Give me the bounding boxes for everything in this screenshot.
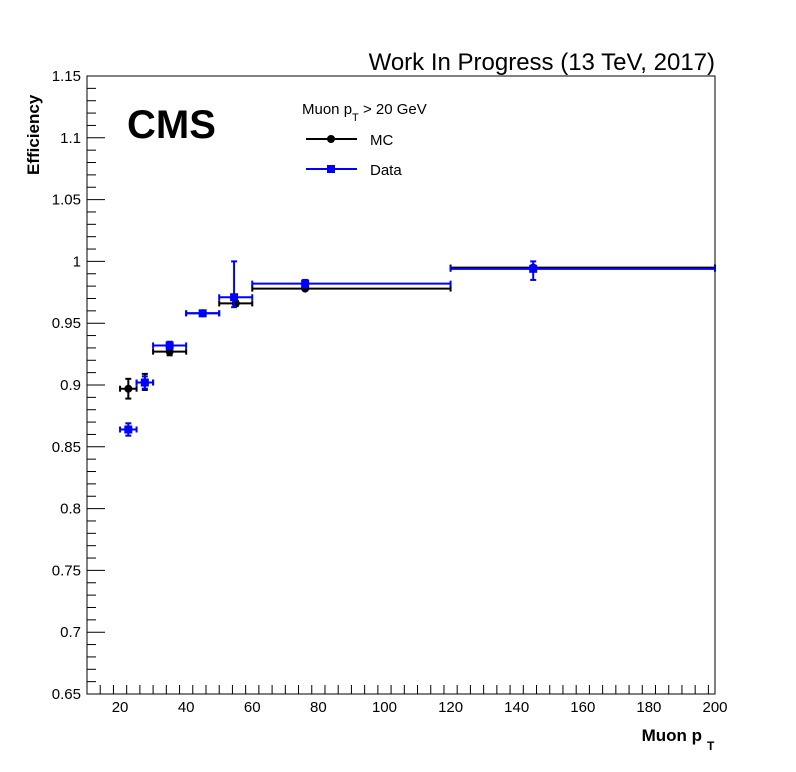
y-tick-label: 1 <box>73 253 81 270</box>
legend-data-label: Data <box>370 162 402 179</box>
y-tick-label: 0.8 <box>60 501 81 518</box>
mc-point <box>124 384 133 393</box>
y-tick-label: 1.05 <box>52 192 81 209</box>
data-point <box>165 341 174 350</box>
y-tick-label: 0.7 <box>60 624 81 641</box>
x-axis-label: Muon p <box>642 726 702 745</box>
y-tick-label: 1.1 <box>60 130 81 147</box>
data-point <box>140 378 149 387</box>
data-point <box>529 264 538 273</box>
legend-mc-marker <box>327 135 335 143</box>
y-tick-label: 0.9 <box>60 377 81 394</box>
x-axis-label-subscript: T <box>707 739 715 753</box>
x-tick-label: 100 <box>372 699 397 716</box>
x-tick-label: 20 <box>112 699 129 716</box>
series-data <box>119 260 716 437</box>
series-layer <box>119 260 716 437</box>
x-tick-label: 40 <box>178 699 195 716</box>
x-tick-label: 200 <box>702 699 727 716</box>
x-tick-label: 120 <box>438 699 463 716</box>
y-tick-label: 0.75 <box>52 562 81 579</box>
y-tick-label: 1.15 <box>52 68 81 85</box>
chart-title: Work In Progress (13 TeV, 2017) <box>369 49 715 76</box>
cms-label: CMS <box>127 103 216 147</box>
x-axis-ticks: 20 40 60 80 100 120 140 160 180 200 <box>86 685 728 716</box>
data-point <box>301 279 310 288</box>
y-tick-label: 0.65 <box>52 686 81 703</box>
y-axis-ticks: 0.65 0.7 0.75 0.8 0.85 0.9 0.95 1 1.05 1.1 1.15 <box>52 68 105 703</box>
x-tick-label: 140 <box>504 699 529 716</box>
data-point <box>124 425 133 434</box>
legend-header: Muon pT > 20 GeV <box>302 101 427 124</box>
x-tick-label: 60 <box>244 699 261 716</box>
y-axis-label: Efficiency <box>24 94 43 175</box>
y-tick-label: 0.85 <box>52 439 81 456</box>
x-tick-label: 160 <box>570 699 595 716</box>
x-tick-label: 180 <box>636 699 661 716</box>
legend-mc-label: MC <box>370 132 393 149</box>
legend: Muon pT > 20 GeV MC Data <box>302 101 427 179</box>
x-tick-label: 80 <box>310 699 327 716</box>
legend-data-marker <box>327 165 335 173</box>
y-tick-label: 0.95 <box>52 315 81 332</box>
data-point <box>230 293 239 302</box>
data-point <box>198 309 207 318</box>
